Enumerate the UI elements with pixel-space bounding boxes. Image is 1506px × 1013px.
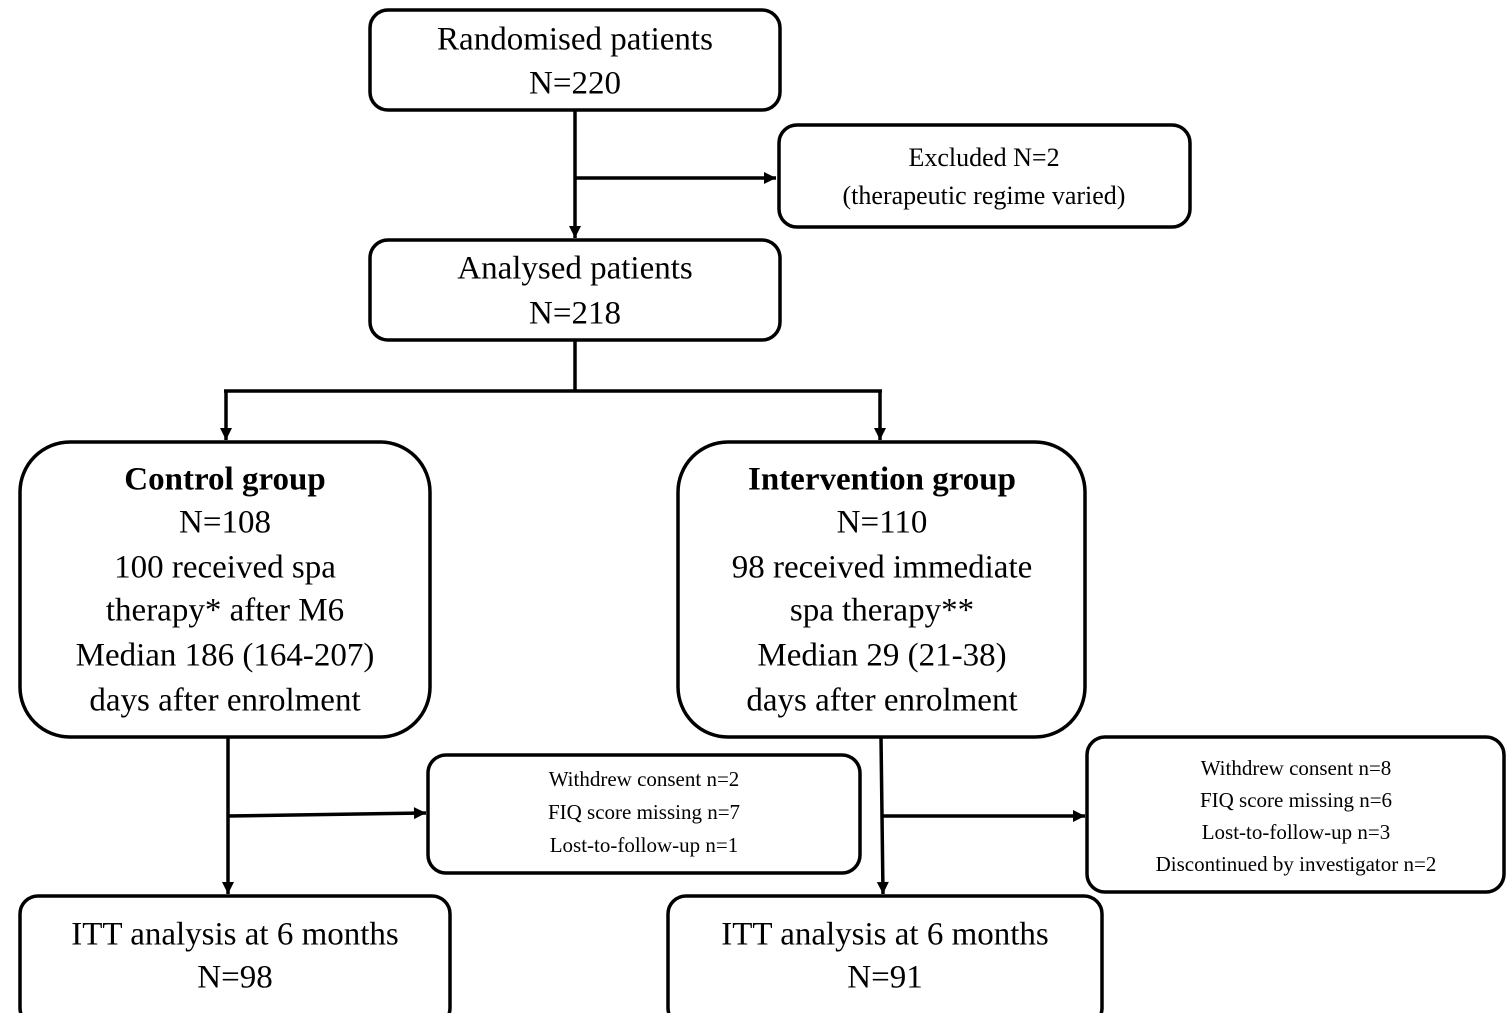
node-text: ITT analysis at 6 months [71, 917, 399, 953]
node-title: Intervention group [748, 462, 1016, 498]
node-text: Median 29 (21-38) [757, 638, 1006, 674]
node-text: days after enrolment [89, 683, 360, 719]
node-title: Control group [124, 462, 325, 498]
node-text: Excluded N=2 [908, 143, 1059, 172]
node-text: FIQ score missing n=6 [1200, 788, 1392, 812]
node-text: (therapeutic regime varied) [843, 181, 1126, 210]
node-text: N=108 [179, 505, 271, 541]
node-text: days after enrolment [746, 683, 1017, 719]
node-text: Lost-to-follow-up n=3 [1202, 820, 1391, 844]
box [1085, 735, 1506, 894]
arrow [227, 807, 427, 820]
node-text: Withdrew consent n=8 [1201, 756, 1392, 780]
box [426, 753, 862, 875]
node-text: N=218 [529, 296, 621, 332]
node-text: spa therapy** [790, 593, 974, 629]
node-text: Discontinued by investigator n=2 [1156, 852, 1437, 876]
node-text: ITT analysis at 6 months [721, 917, 1049, 953]
node-text: Randomised patients [437, 22, 713, 58]
box [368, 8, 782, 112]
node-text: N=91 [847, 960, 922, 996]
node-text: 100 received spa [114, 550, 336, 586]
node-text: therapy* after M6 [106, 593, 344, 629]
node-text: Analysed patients [457, 251, 693, 287]
box [777, 123, 1192, 229]
connectors [219, 110, 1086, 895]
node-text: 98 received immediate [732, 550, 1033, 586]
arrow [876, 736, 889, 895]
node-text: N=98 [197, 960, 272, 996]
node-text: N=220 [529, 66, 621, 102]
node-text: FIQ score missing n=7 [548, 800, 740, 824]
node-text: N=110 [837, 505, 928, 541]
node-text: Lost-to-follow-up n=1 [550, 833, 739, 857]
box [666, 894, 1104, 1013]
node-text: Withdrew consent n=2 [549, 767, 740, 791]
box [676, 440, 1087, 739]
box [18, 440, 432, 739]
node-text: Median 186 (164-207) [76, 638, 375, 674]
box [18, 894, 452, 1013]
box [368, 238, 782, 342]
